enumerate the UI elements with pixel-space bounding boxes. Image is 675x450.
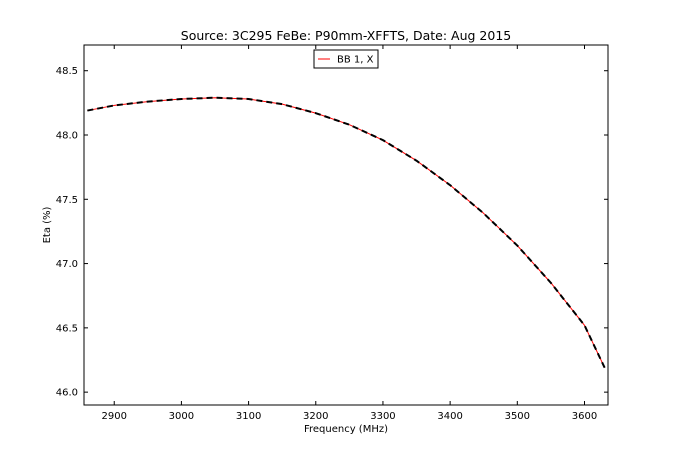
x-tick-label: 3100 [236,411,261,422]
x-tick-label: 2900 [102,411,127,422]
series-fit-line [87,96,606,369]
legend-box [313,49,379,69]
x-tick-label: 3200 [303,411,328,422]
x-tick-label: 3600 [572,411,597,422]
y-tick-label: 46.5 [56,323,78,334]
series-layer [87,96,606,369]
y-tick-label: 48.0 [56,131,78,142]
plot-frame [83,44,609,406]
chart-title: Source: 3C295 FeBe: P90mm-XFFTS, Date: A… [181,28,511,43]
x-tick-label: 3400 [437,411,462,422]
x-tick-label: 3300 [370,411,395,422]
y-tick-label: 46.0 [56,388,78,399]
x-tick-label: 3000 [169,411,194,422]
legend-label-bb1x: BB 1, X [337,55,374,66]
tick-layer: 2900 3000 3100 3200 3300 3400 3500 3600 46.0 46.5… [56,45,608,422]
y-tick-label: 48.5 [56,66,78,77]
y-tick-label: 47.5 [56,195,78,206]
x-tick-label: 3500 [505,411,530,422]
y-tick-label: 47.0 [56,259,78,270]
x-axis-label: Frequency (MHz) [304,424,388,435]
legend: BB 1, X [313,49,379,69]
y-axis-label: Eta (%) [42,206,53,243]
